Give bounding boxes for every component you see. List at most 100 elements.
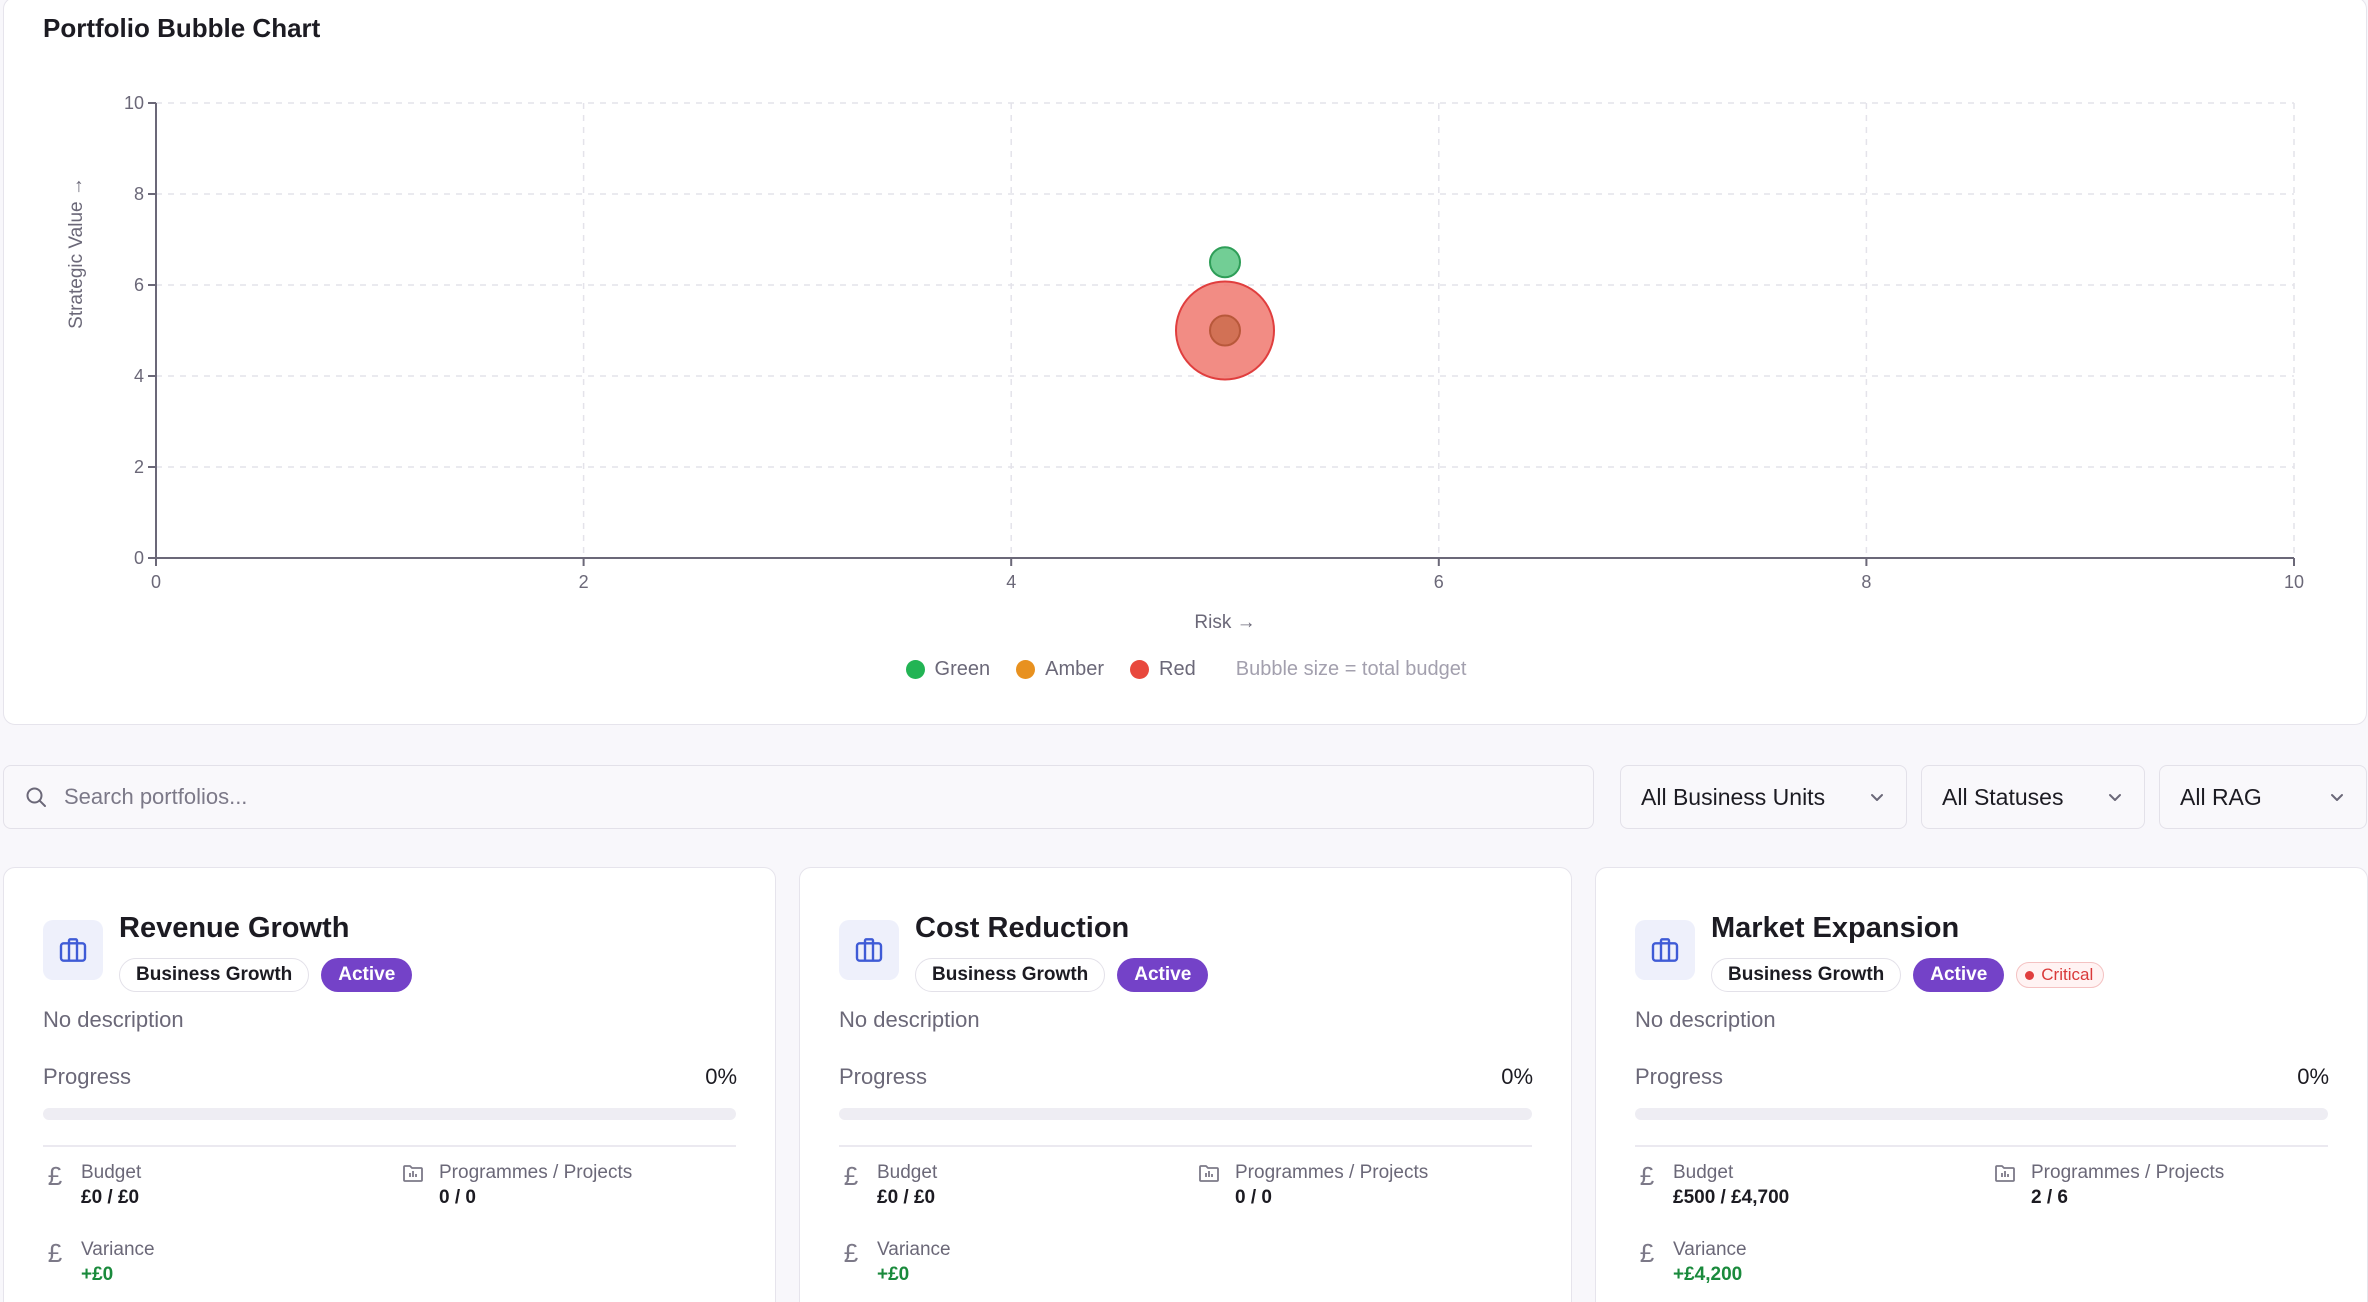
- portfolio-card[interactable]: Revenue Growth Business Growth Active No…: [3, 867, 776, 1302]
- card-description: No description: [43, 1007, 184, 1032]
- pound-icon: £: [47, 1161, 63, 1191]
- legend-item-green: Green: [905, 658, 990, 681]
- rag-badge: Critical: [2016, 962, 2105, 988]
- legend-dot-green: [905, 660, 925, 679]
- status-badge: Active: [321, 958, 413, 992]
- programmes-stat: Programmes / Projects 0 / 0: [1197, 1161, 1428, 1211]
- search-box[interactable]: [3, 765, 1594, 829]
- card-title: Cost Reduction: [915, 912, 1130, 944]
- legend-label-red: Red: [1159, 658, 1196, 680]
- programmes-label: Programmes / Projects: [2031, 1162, 2225, 1183]
- x-tick-label: 6: [1434, 572, 1444, 592]
- business-unit-badge: Business Growth: [1711, 958, 1902, 992]
- y-tick-label: 8: [134, 184, 144, 204]
- status-select-value: All Statuses: [1942, 783, 2064, 810]
- progress-bar: [43, 1108, 736, 1120]
- budget-stat: £ Budget £0 / £0: [43, 1161, 141, 1211]
- folder-chart-icon: [401, 1161, 425, 1211]
- chevron-down-icon: [2106, 788, 2124, 806]
- y-tick-label: 0: [134, 548, 144, 568]
- variance-stat: £ Variance +£0: [43, 1238, 155, 1288]
- bubble-amber: [1209, 314, 1241, 347]
- portfolio-card[interactable]: Cost Reduction Business Growth Active No…: [799, 867, 1572, 1302]
- x-tick-label: 2: [579, 572, 589, 592]
- variance-stat: £ Variance +£4,200: [1635, 1238, 1747, 1288]
- progress-bar: [839, 1108, 1532, 1120]
- rag-select-value: All RAG: [2180, 783, 2262, 810]
- chevron-down-icon: [2328, 788, 2346, 806]
- progress-value: 0%: [1501, 1064, 1533, 1089]
- programmes-stat: Programmes / Projects 0 / 0: [401, 1161, 632, 1211]
- variance-value: +£0: [877, 1264, 910, 1285]
- status-select[interactable]: All Statuses: [1921, 765, 2145, 829]
- rag-select[interactable]: All RAG: [2159, 765, 2367, 829]
- pound-icon: £: [47, 1238, 63, 1268]
- portfolio-card[interactable]: Market Expansion Business Growth Active …: [1595, 867, 2368, 1302]
- bubble-chart-card: Portfolio Bubble Chart 0 2 4 6 8 10 0 2 4 6 8 10 Ris…: [3, 0, 2367, 725]
- progress-value: 0%: [705, 1064, 737, 1089]
- programmes-value: 2 / 6: [2031, 1187, 2068, 1208]
- variance-stat: £ Variance +£0: [839, 1238, 951, 1288]
- pound-icon: £: [843, 1238, 859, 1268]
- card-title: Market Expansion: [1711, 912, 1960, 944]
- briefcase-icon: [43, 920, 103, 980]
- card-badges: Business Growth Active: [915, 958, 1209, 992]
- pound-icon: £: [1639, 1238, 1655, 1268]
- business-unit-select-value: All Business Units: [1641, 783, 1826, 810]
- progress-bar: [1635, 1108, 2328, 1120]
- card-description: No description: [1635, 1007, 1776, 1032]
- variance-value: +£0: [81, 1264, 114, 1285]
- chart-legend: Green Amber Red Bubble size = total budg…: [4, 658, 2368, 681]
- divider: [43, 1145, 736, 1147]
- x-tick-label: 8: [1861, 572, 1871, 592]
- legend-label-amber: Amber: [1045, 658, 1105, 680]
- status-badge: Active: [1913, 958, 2005, 992]
- status-badge: Active: [1117, 958, 1209, 992]
- bubble-chart: 0 2 4 6 8 10 0 2 4 6 8 10 Risk → Strategic Value →: [66, 93, 2304, 633]
- variance-label: Variance: [81, 1239, 155, 1260]
- search-input[interactable]: [64, 784, 1514, 810]
- pound-icon: £: [843, 1161, 859, 1191]
- chevron-down-icon: [1868, 788, 1886, 806]
- search-icon: [24, 785, 48, 809]
- legend-dot-amber: [1016, 660, 1036, 679]
- budget-label: Budget: [1673, 1162, 1734, 1183]
- progress-label: Progress: [1635, 1064, 1724, 1089]
- divider: [839, 1145, 1532, 1147]
- budget-label: Budget: [81, 1162, 142, 1183]
- variance-value: +£4,200: [1673, 1264, 1743, 1285]
- budget-value: £0 / £0: [877, 1187, 936, 1208]
- programmes-value: 0 / 0: [439, 1187, 476, 1208]
- x-tick-label: 0: [151, 572, 161, 592]
- card-description: No description: [839, 1007, 980, 1032]
- x-axis-label: Risk →: [1194, 612, 1255, 633]
- budget-stat: £ Budget £500 / £4,700: [1635, 1161, 1789, 1211]
- critical-dot-icon: [2025, 970, 2035, 980]
- business-unit-select[interactable]: All Business Units: [1620, 765, 1907, 829]
- budget-value: £500 / £4,700: [1673, 1187, 1790, 1208]
- budget-value: £0 / £0: [81, 1187, 140, 1208]
- x-tick-label: 4: [1006, 572, 1016, 592]
- legend-note: Bubble size = total budget: [1235, 658, 1467, 680]
- divider: [1635, 1145, 2328, 1147]
- card-badges: Business Growth Active: [119, 958, 413, 992]
- progress-value: 0%: [2297, 1064, 2329, 1089]
- legend-item-amber: Amber: [1016, 658, 1104, 681]
- rag-badge-label: Critical: [2041, 965, 2094, 984]
- briefcase-icon: [1635, 920, 1695, 980]
- programmes-label: Programmes / Projects: [439, 1162, 633, 1183]
- folder-chart-icon: [1197, 1161, 1221, 1211]
- programmes-label: Programmes / Projects: [1235, 1162, 1429, 1183]
- y-tick-label: 2: [134, 457, 144, 477]
- y-tick-label: 4: [134, 366, 144, 386]
- pound-icon: £: [1639, 1161, 1655, 1191]
- y-axis-label: Strategic Value →: [66, 177, 87, 329]
- budget-stat: £ Budget £0 / £0: [839, 1161, 937, 1211]
- business-unit-badge: Business Growth: [119, 958, 310, 992]
- bubble-green: [1209, 246, 1241, 279]
- y-tick-label: 10: [124, 93, 144, 113]
- y-tick-label: 6: [134, 275, 144, 295]
- legend-dot-red: [1130, 660, 1150, 679]
- chart-title: Portfolio Bubble Chart: [43, 13, 321, 43]
- briefcase-icon: [839, 920, 899, 980]
